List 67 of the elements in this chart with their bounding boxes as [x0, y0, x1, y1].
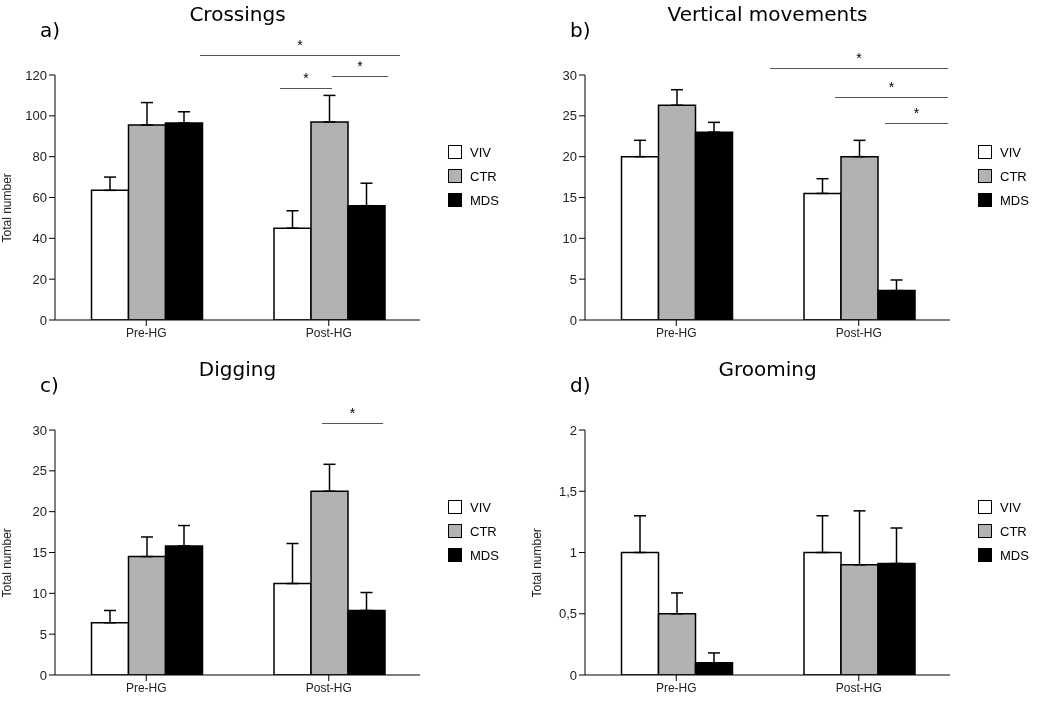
- y-tick-label: 25: [32, 463, 47, 479]
- y-axis-title: Total number: [530, 528, 545, 598]
- y-tick-label: 1,5: [558, 483, 577, 499]
- y-tick-label: 15: [562, 190, 577, 206]
- legend-label: MDS: [470, 547, 499, 563]
- y-tick-label: 20: [562, 149, 577, 165]
- x-tick-label: Post-HG: [305, 680, 352, 695]
- legend-label: VIV: [470, 144, 491, 160]
- y-tick-label: 2: [569, 422, 577, 438]
- y-tick-label: 25: [562, 108, 577, 124]
- significance-bracket: *: [835, 79, 948, 98]
- y-tick-label: 0: [569, 667, 577, 683]
- significance-bracket: *: [770, 50, 948, 69]
- y-tick-label: 5: [569, 271, 577, 287]
- y-tick-label: 30: [32, 422, 47, 438]
- annotation: *: [912, 105, 921, 121]
- text: a): [40, 18, 61, 42]
- text: d): [570, 373, 591, 397]
- x-tick-label: Post-HG: [305, 325, 352, 340]
- y-tick-label: 120: [25, 67, 47, 83]
- significance-bracket: *: [280, 70, 332, 89]
- significance-bracket: *: [332, 58, 388, 77]
- legend-label: CTR: [470, 523, 497, 539]
- x-tick-label: Pre-HG: [655, 325, 697, 340]
- y-axis-title: Total number: [0, 528, 15, 598]
- legend-label: VIV: [1000, 144, 1021, 160]
- y-tick-label: 0: [569, 312, 577, 328]
- annotation: *: [302, 70, 310, 86]
- x-tick-label: Post-HG: [835, 680, 882, 695]
- text: c): [40, 373, 59, 397]
- y-tick-label: 100: [25, 108, 47, 124]
- legend-label: MDS: [470, 192, 499, 208]
- y-tick-label: 20: [32, 504, 47, 520]
- y-tick-label: 10: [562, 230, 577, 246]
- x-tick-label: Pre-HG: [125, 680, 167, 695]
- y-tick-label: 0,5: [558, 606, 577, 622]
- y-tick-label: 5: [39, 626, 47, 642]
- significance-bracket: *: [322, 405, 383, 424]
- x-tick-label: Post-HG: [835, 325, 882, 340]
- legend-label: CTR: [1000, 523, 1027, 539]
- chart-title: Crossings: [189, 2, 286, 26]
- text: b): [570, 18, 591, 42]
- y-tick-label: 0: [39, 667, 47, 683]
- legend-label: MDS: [1000, 547, 1029, 563]
- legend-label: VIV: [470, 499, 491, 515]
- y-axis-title: Total number: [0, 173, 15, 243]
- chart-title: Vertical movements: [667, 2, 868, 26]
- chart-title: Digging: [198, 357, 277, 381]
- legend-label: MDS: [1000, 192, 1029, 208]
- y-tick-label: 0: [39, 312, 47, 328]
- y-tick-label: 1: [569, 545, 577, 561]
- y-tick-label: 60: [32, 190, 47, 206]
- y-tick-label: 40: [32, 230, 47, 246]
- legend-label: VIV: [1000, 499, 1021, 515]
- annotation: *: [887, 79, 896, 95]
- y-tick-label: 80: [32, 149, 47, 165]
- legend-label: CTR: [470, 168, 497, 184]
- y-tick-label: 10: [32, 585, 47, 601]
- chart-title: Grooming: [718, 357, 817, 381]
- y-tick-label: 20: [32, 271, 47, 287]
- x-tick-label: Pre-HG: [655, 680, 697, 695]
- x-tick-label: Pre-HG: [125, 325, 167, 340]
- y-tick-label: 15: [32, 545, 47, 561]
- significance-bracket: *: [200, 37, 400, 56]
- y-tick-label: 30: [562, 67, 577, 83]
- significance-bracket: *: [885, 105, 948, 124]
- legend-label: CTR: [1000, 168, 1027, 184]
